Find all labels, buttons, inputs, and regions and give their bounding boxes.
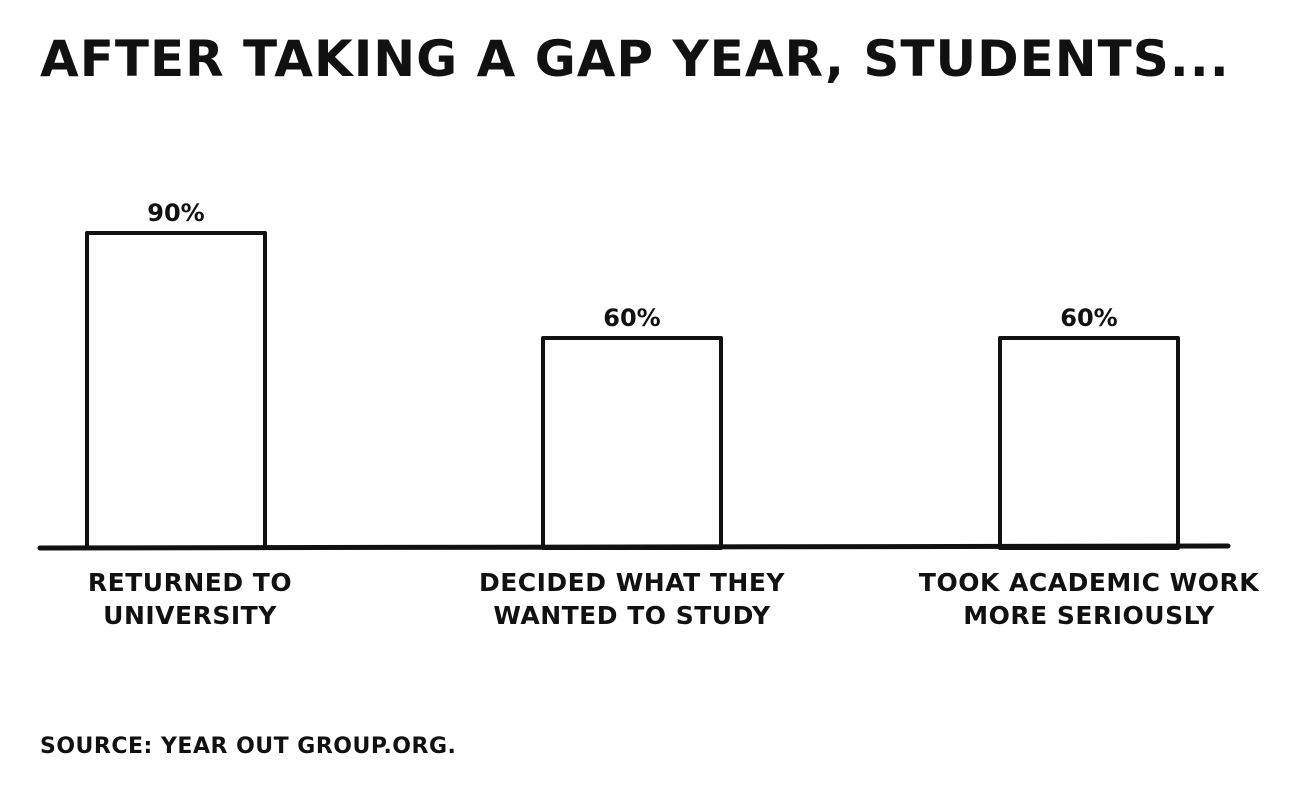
category-label: RETURNED TO UNIVERSITY [0,566,380,632]
category-label-line: TOOK ACADEMIC WORK [918,568,1260,597]
category-label-line: DECIDED WHAT THEY [478,568,786,597]
chart-title: AFTER TAKING A GAP YEAR, STUDENTS... [40,30,1230,88]
category-label-line: WANTED TO STUDY [493,601,771,630]
bar-value-label: 60% [603,304,660,332]
bar-value-label: 90% [147,199,204,227]
bar [85,231,267,550]
bars-layer [85,231,1180,550]
category-label-line: UNIVERSITY [103,601,277,630]
category-label-line: MORE SERIOUSLY [963,601,1215,630]
source-note: SOURCE: YEAR OUT GROUP.ORG. [40,734,457,759]
category-label: DECIDED WHAT THEY WANTED TO STUDY [442,566,822,632]
bar [541,336,723,550]
bar-value-label: 60% [1060,304,1117,332]
category-label-line: RETURNED TO [87,568,293,597]
bar [998,336,1180,550]
category-label: TOOK ACADEMIC WORK MORE SERIOUSLY [899,566,1279,632]
value-labels-layer: 90% 60% 60% [147,199,1117,332]
x-axis-baseline [37,543,1231,551]
